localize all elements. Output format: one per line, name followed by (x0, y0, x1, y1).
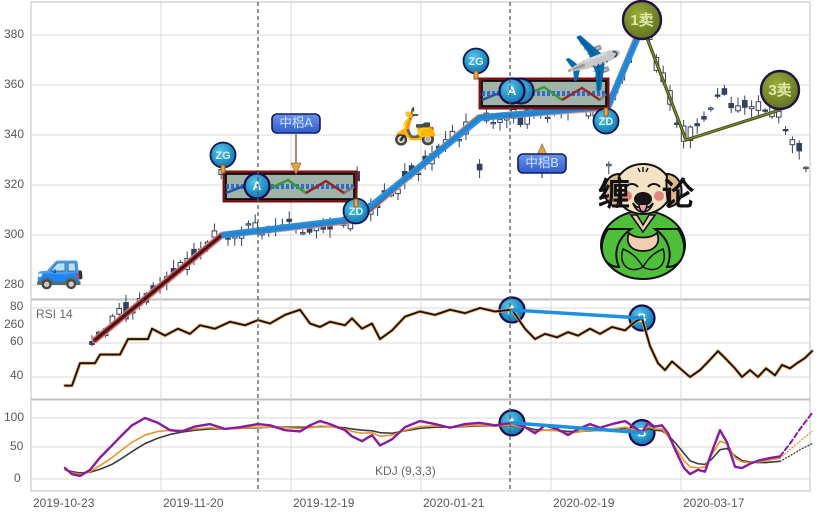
svg-text:ZG: ZG (215, 150, 230, 162)
svg-text:中梠B: 中梠B (525, 155, 558, 170)
svg-text:ZD: ZD (599, 116, 614, 128)
svg-text:中梠A: 中梠A (279, 115, 313, 130)
svg-text:ZG: ZG (468, 56, 483, 68)
svg-text:1卖: 1卖 (630, 12, 653, 29)
svg-text:A: A (253, 179, 262, 193)
svg-text:A: A (508, 84, 517, 98)
svg-text:ZD: ZD (349, 206, 364, 218)
svg-text:3卖: 3卖 (768, 82, 791, 99)
